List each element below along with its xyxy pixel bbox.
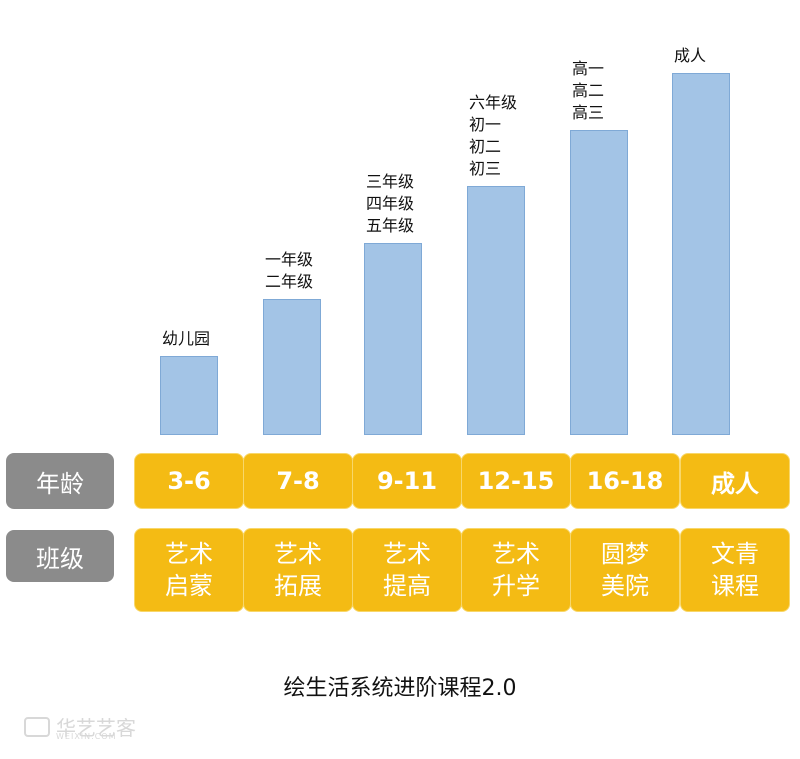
bar-label-3: 三年级 四年级 五年级 — [366, 171, 414, 237]
class-cell-5: 圆梦 美院 — [570, 528, 680, 612]
age-cell-5: 16-18 — [570, 453, 680, 509]
bar-label-2: 一年级 二年级 — [265, 249, 313, 293]
bar-label-1: 幼儿园 — [162, 328, 210, 350]
class-cell-line: 艺术 — [274, 540, 322, 568]
class-cell-4: 艺术 升学 — [461, 528, 571, 612]
bar-label-line: 二年级 — [265, 272, 314, 291]
watermark-text: 华艺艺客 — [56, 716, 136, 740]
bar-label-line: 一年级 — [265, 250, 314, 269]
class-cell-line: 艺术 — [383, 540, 431, 568]
bar-label-line: 高二 — [572, 80, 605, 100]
bar-4 — [467, 186, 525, 435]
class-cell-2: 艺术 拓展 — [243, 528, 353, 612]
class-cell-1: 艺术 启蒙 — [134, 528, 244, 612]
watermark: 华艺艺客 WEIXIN.COM — [24, 712, 136, 741]
class-cell-line: 文青 — [711, 540, 759, 568]
age-cell-4: 12-15 — [461, 453, 571, 509]
bar-3 — [364, 242, 422, 435]
age-cell-3: 9-11 — [352, 453, 462, 509]
bar-5 — [570, 129, 628, 435]
row-header-age: 年龄 — [6, 453, 114, 509]
class-cell-3: 艺术 提高 — [352, 528, 462, 612]
bar-label-line: 初三 — [469, 159, 502, 178]
watermark-subtext: WEIXIN.COM — [56, 732, 117, 741]
bar-label-line: 初二 — [469, 137, 502, 156]
row-header-class: 班级 — [6, 530, 114, 582]
age-cell-6: 成人 — [680, 453, 790, 509]
class-cell-line: 艺术 — [492, 540, 540, 568]
watermark-logo-icon — [24, 716, 50, 737]
class-cell-line: 圆梦 — [601, 540, 649, 568]
bar-2 — [263, 299, 321, 435]
class-cell-line: 课程 — [711, 572, 759, 600]
class-cell-line: 美院 — [601, 572, 649, 600]
bar-6 — [672, 73, 730, 435]
bar-label-line: 四年级 — [366, 193, 415, 213]
bar-label-4: 六年级 初一 初二 初三 — [469, 92, 517, 180]
class-cell-line: 启蒙 — [165, 572, 213, 600]
bar-label-line: 高一 — [572, 58, 605, 78]
footer-title: 绘生活系统进阶课程2.0 — [283, 676, 517, 701]
bar-label-line: 初一 — [469, 115, 502, 134]
class-cell-line: 拓展 — [274, 572, 322, 600]
class-cell-line: 升学 — [492, 572, 540, 600]
bar-label-line: 六年级 — [469, 93, 518, 112]
bar-label-line: 高三 — [572, 102, 605, 122]
bar-1 — [160, 355, 218, 435]
bar-label-line: 五年级 — [366, 215, 415, 235]
bar-label-line: 三年级 — [366, 171, 415, 191]
bar-label-line: 成人 — [674, 46, 707, 65]
age-cell-2: 7-8 — [243, 453, 353, 509]
bar-label-6: 成人 — [674, 45, 706, 67]
age-cell-1: 3-6 — [134, 453, 244, 509]
bar-label-line: 幼儿园 — [162, 328, 211, 348]
class-cell-line: 艺术 — [165, 540, 213, 568]
class-cell-6: 文青 课程 — [680, 528, 790, 612]
class-cell-line: 提高 — [383, 572, 431, 600]
bar-label-5: 高一 高二 高三 — [572, 58, 604, 124]
